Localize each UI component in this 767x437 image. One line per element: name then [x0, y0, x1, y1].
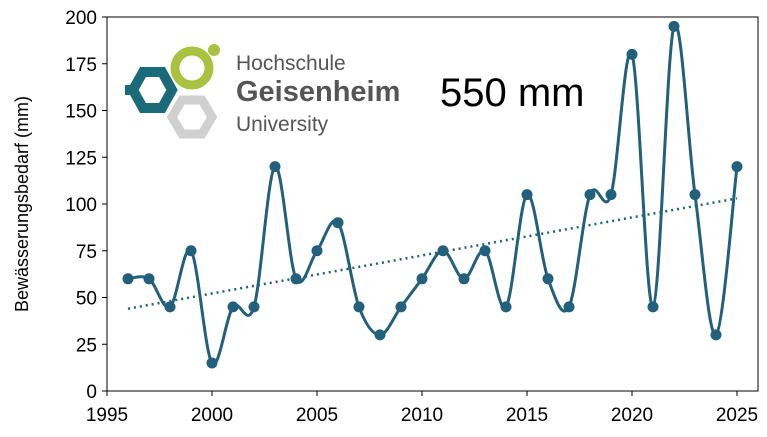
point: [437, 245, 449, 257]
series-line: [127, 23, 739, 366]
point: [290, 273, 302, 285]
point: [605, 189, 617, 201]
point: [374, 329, 386, 341]
point: [353, 301, 365, 313]
y-tick-label: 50: [76, 289, 97, 310]
point: [563, 301, 575, 313]
point: [626, 48, 638, 60]
point: [584, 189, 596, 201]
point: [416, 273, 428, 285]
y-tick-label: 25: [76, 335, 97, 356]
y-axis-label: Bewässerungsbedarf (mm): [12, 96, 32, 312]
y-tick-label: 200: [65, 8, 97, 29]
point: [311, 245, 323, 257]
logo: Hochschule Geisenheim University: [125, 44, 400, 139]
point: [269, 161, 281, 173]
point: [332, 217, 344, 229]
y-tick-label: 175: [65, 55, 97, 76]
logo-hexagon: [166, 95, 218, 139]
point: [710, 329, 722, 341]
x-tick-label: 2010: [401, 405, 443, 426]
point: [668, 20, 680, 32]
point: [206, 357, 218, 369]
y-tick-label: 0: [86, 382, 97, 403]
x-tick-label: 2005: [296, 405, 338, 426]
point: [731, 161, 743, 173]
logo-text: Hochschule: [236, 52, 346, 75]
point: [689, 189, 701, 201]
point: [395, 301, 407, 313]
point: [458, 273, 470, 285]
y-tick-label: 125: [65, 148, 97, 169]
point: [479, 245, 491, 257]
point: [227, 301, 239, 313]
logo-dot: [208, 44, 220, 56]
point: [164, 301, 176, 313]
point: [521, 189, 533, 201]
trend-line: [127, 197, 738, 310]
y-tick-label: 100: [65, 195, 97, 216]
point: [143, 273, 155, 285]
x-tick-label: 1995: [86, 405, 128, 426]
x-tick-label: 2015: [506, 405, 548, 426]
annotation: 550 mm: [440, 71, 585, 115]
y-tick-label: 75: [76, 242, 97, 263]
logo-text: University: [236, 113, 329, 136]
point: [647, 301, 659, 313]
y-tick-label: 150: [65, 102, 97, 123]
logo-hexagon: [127, 67, 178, 113]
x-tick-label: 2020: [611, 405, 653, 426]
point: [122, 273, 134, 285]
logo-text: Geisenheim: [236, 76, 400, 108]
logo-circle: [170, 46, 214, 90]
point: [500, 301, 512, 313]
x-tick-label: 2000: [191, 405, 233, 426]
point: [542, 273, 554, 285]
x-tick-label: 2025: [716, 405, 758, 426]
point: [185, 245, 197, 257]
point: [248, 301, 260, 313]
